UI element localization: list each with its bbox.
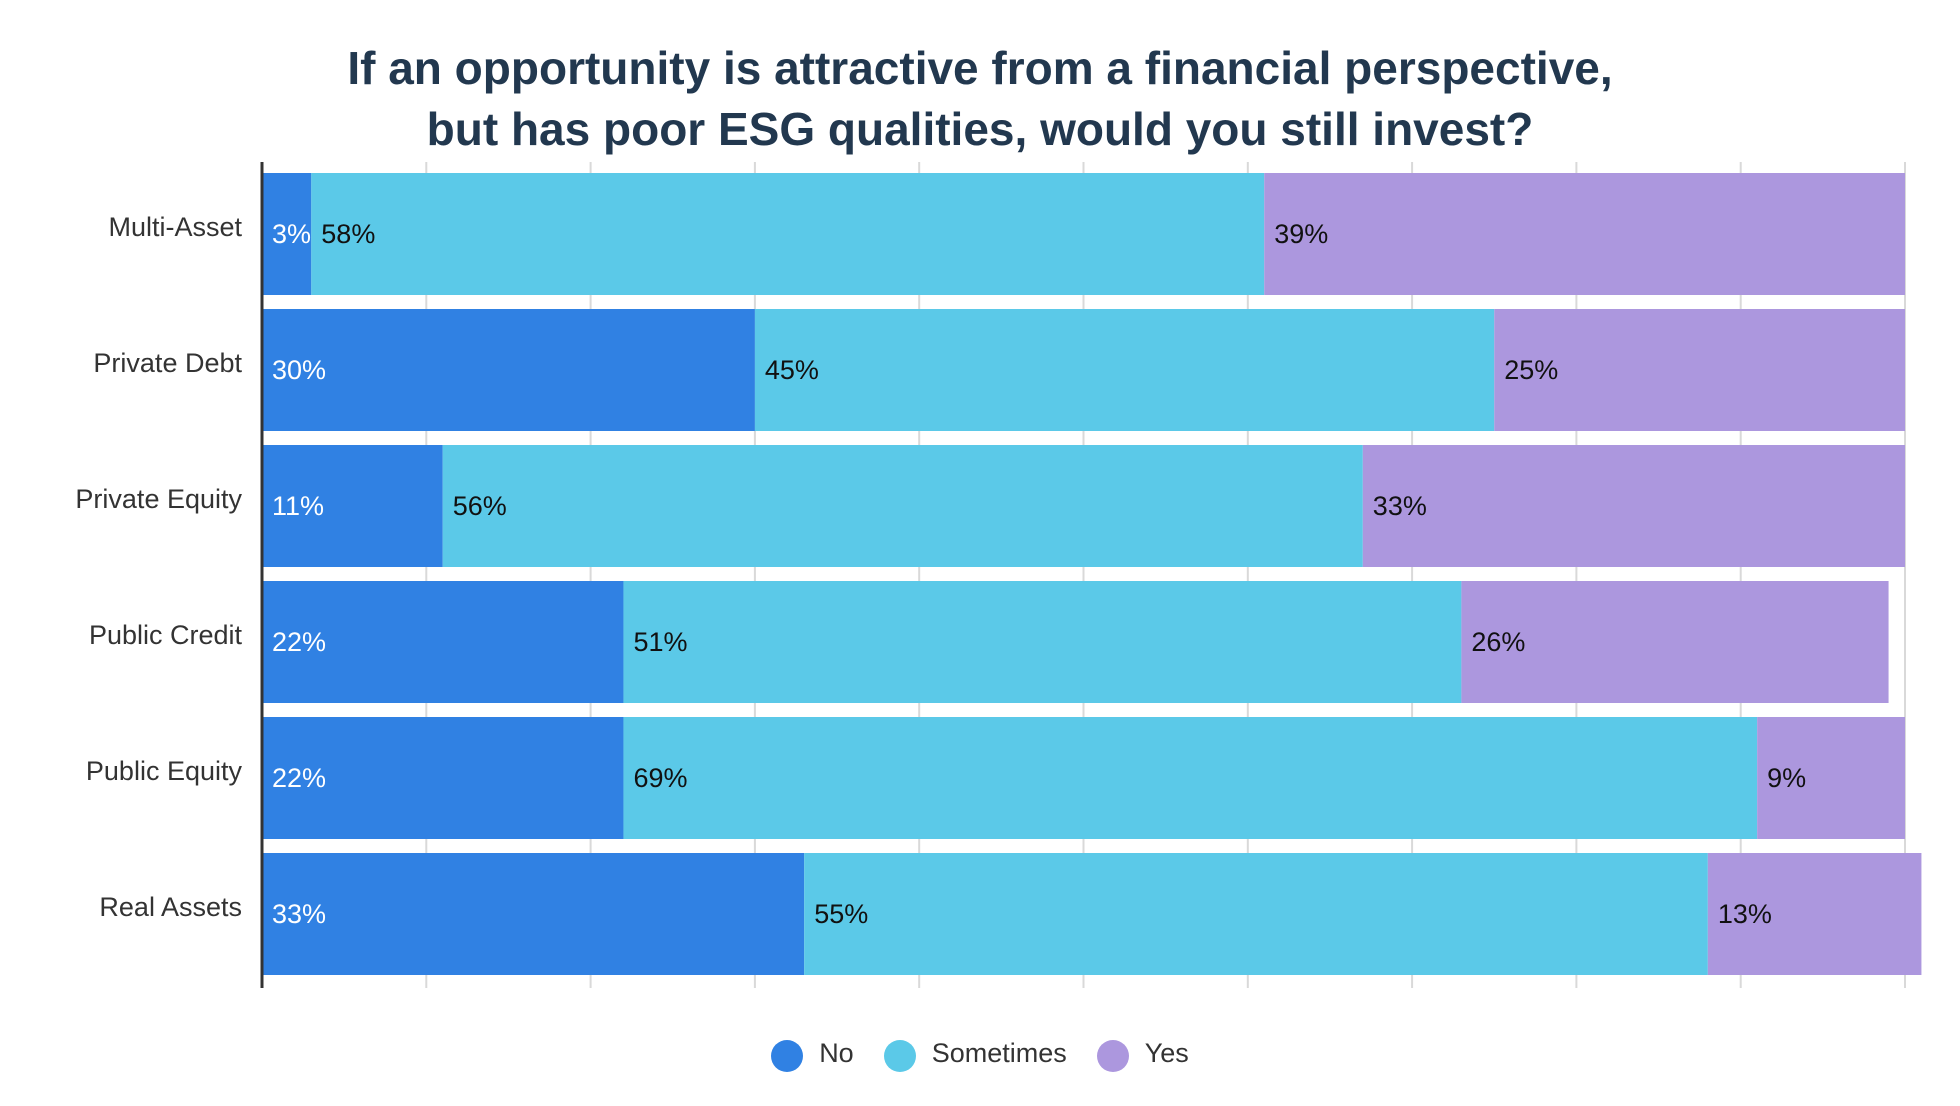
category-label-public-credit: Public Credit	[89, 620, 243, 650]
bar-public-credit-sometimes	[623, 581, 1462, 703]
chart-title-line-1: If an opportunity is attractive from a f…	[347, 42, 1613, 94]
bar-real-assets-yes	[1707, 853, 1922, 975]
data-label-real-assets-sometimes: 55%	[814, 899, 868, 929]
data-label-public-credit-sometimes: 51%	[633, 627, 687, 657]
data-label-public-credit-yes: 26%	[1471, 627, 1525, 657]
category-label-public-equity: Public Equity	[86, 756, 243, 786]
data-label-multi-asset-sometimes: 58%	[321, 219, 375, 249]
bar-public-credit-yes	[1461, 581, 1889, 703]
data-label-multi-asset-no: 3%	[272, 219, 311, 249]
bar-private-equity-no	[262, 445, 443, 567]
data-label-public-equity-no: 22%	[272, 763, 326, 793]
chart-title: If an opportunity is attractive from a f…	[0, 38, 1960, 160]
data-label-private-debt-sometimes: 45%	[765, 355, 819, 385]
category-label-private-debt: Private Debt	[93, 348, 242, 378]
data-label-private-debt-yes: 25%	[1504, 355, 1558, 385]
data-label-public-credit-no: 22%	[272, 627, 326, 657]
legend-item-yes: Yes	[1096, 1034, 1189, 1072]
legend-label-yes: Yes	[1144, 1037, 1189, 1068]
legend: No Sometimes Yes	[0, 1034, 1960, 1072]
bar-private-debt-no	[262, 309, 755, 431]
data-label-public-equity-sometimes: 69%	[633, 763, 687, 793]
data-label-private-equity-sometimes: 56%	[453, 491, 507, 521]
data-label-multi-asset-yes: 39%	[1274, 219, 1328, 249]
category-labels: Multi-Asset Private Debt Private Equity Pub…	[75, 212, 242, 922]
bar-private-equity-sometimes	[442, 445, 1363, 567]
legend-swatch-sometimes	[883, 1040, 916, 1072]
data-labels: 3% 58% 39% 30% 45% 25% 11% 56% 33% 22% 51% 26% 22% 69…	[272, 219, 1806, 929]
legend-label-no: No	[819, 1037, 854, 1068]
bar-multi-asset-no	[262, 173, 312, 295]
legend-item-sometimes: Sometimes	[883, 1034, 1067, 1072]
legend-item-no: No	[771, 1034, 854, 1072]
bar-private-debt-sometimes	[754, 309, 1495, 431]
bar-public-equity-sometimes	[623, 717, 1758, 839]
bar-public-equity-no	[262, 717, 624, 839]
bars	[262, 173, 1922, 975]
chart-title-line-2: but has poor ESG qualities, would you st…	[426, 103, 1534, 155]
legend-swatch-yes	[1096, 1040, 1129, 1072]
data-label-real-assets-no: 33%	[272, 899, 326, 929]
bar-private-equity-yes	[1362, 445, 1905, 567]
category-label-real-assets: Real Assets	[99, 892, 242, 922]
bar-multi-asset-yes	[1264, 173, 1905, 295]
bar-private-debt-yes	[1494, 309, 1905, 431]
data-label-private-equity-no: 11%	[272, 491, 324, 521]
bar-real-assets-no	[262, 853, 805, 975]
category-label-private-equity: Private Equity	[75, 484, 242, 514]
category-label-multi-asset: Multi-Asset	[108, 212, 242, 242]
data-label-private-debt-no: 30%	[272, 355, 326, 385]
data-label-private-equity-yes: 33%	[1373, 491, 1427, 521]
legend-swatch-no	[771, 1040, 804, 1072]
bar-public-equity-yes	[1757, 717, 1905, 839]
legend-label-sometimes: Sometimes	[931, 1037, 1067, 1068]
bar-real-assets-sometimes	[804, 853, 1708, 975]
gridlines	[425, 162, 1906, 988]
bar-multi-asset-sometimes	[311, 173, 1265, 295]
bar-public-credit-no	[262, 581, 624, 703]
data-label-public-equity-yes: 9%	[1767, 763, 1806, 793]
data-label-real-assets-yes: 13%	[1718, 899, 1772, 929]
